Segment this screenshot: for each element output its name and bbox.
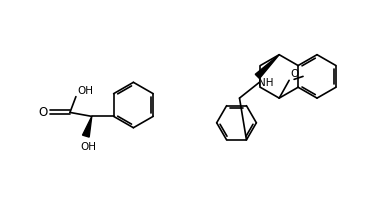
- Polygon shape: [255, 55, 279, 79]
- Text: NH: NH: [258, 78, 274, 88]
- Text: O: O: [290, 69, 298, 79]
- Text: OH: OH: [80, 142, 96, 152]
- Text: O: O: [39, 106, 48, 119]
- Text: OH: OH: [77, 86, 93, 96]
- Polygon shape: [82, 116, 92, 137]
